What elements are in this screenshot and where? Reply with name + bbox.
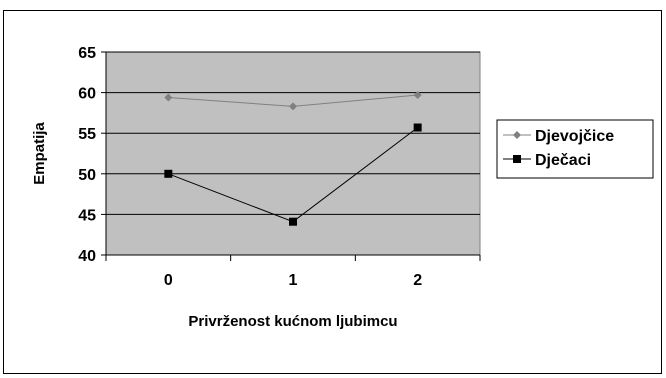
legend-marker — [513, 131, 521, 139]
legend-box — [496, 119, 654, 179]
series-1 — [164, 91, 422, 111]
data-point-marker — [164, 93, 173, 102]
x-axis: 0 1 2 — [105, 254, 481, 289]
legend-label: Dječaci — [535, 152, 591, 169]
y-axis-title: Empatija — [31, 122, 48, 185]
legend-item: Djevojčice — [503, 128, 614, 145]
data-point-marker — [164, 169, 173, 178]
y-tick-label: 50 — [78, 167, 96, 184]
x-tick-label: 1 — [289, 272, 298, 289]
y-tick-label: 45 — [78, 207, 96, 224]
legend: Djevojčice Dječaci — [496, 119, 654, 179]
legend-item: Dječaci — [503, 152, 591, 169]
data-point-marker — [413, 91, 422, 100]
x-tick-label: 0 — [164, 272, 173, 289]
legend-label: Djevojčice — [535, 128, 614, 145]
y-tick-label: 65 — [78, 45, 96, 62]
data-point-marker — [413, 123, 422, 132]
legend-marker — [513, 155, 521, 163]
series-layer — [164, 91, 422, 226]
x-tick-label: 2 — [413, 272, 422, 289]
y-axis: 40 45 50 55 60 65 — [78, 45, 107, 265]
y-tick-label: 55 — [78, 126, 96, 143]
data-point-marker — [289, 217, 297, 226]
y-tick-label: 60 — [78, 86, 96, 103]
y-tick-label: 40 — [78, 248, 96, 265]
x-axis-title: Privrženost kućnom ljubimcu — [188, 313, 397, 330]
series-2 — [164, 123, 422, 226]
data-point-marker — [289, 102, 297, 111]
